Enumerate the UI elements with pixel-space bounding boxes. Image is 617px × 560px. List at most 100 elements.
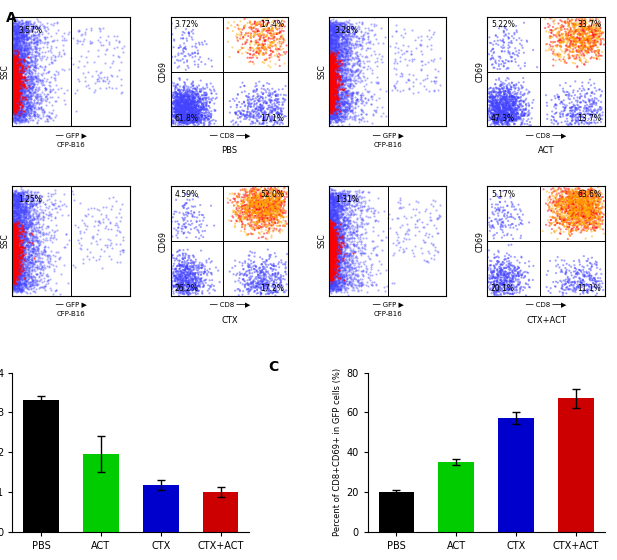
- Point: [325, 94, 334, 102]
- Point: [7, 52, 17, 61]
- Point: [10, 49, 20, 58]
- Point: [259, 201, 269, 210]
- Point: [568, 19, 578, 28]
- Point: [331, 76, 341, 85]
- Point: [263, 61, 273, 70]
- Point: [196, 97, 205, 106]
- Point: [178, 118, 188, 127]
- Point: [8, 258, 18, 267]
- Point: [265, 200, 275, 209]
- Point: [334, 39, 344, 48]
- Point: [324, 36, 334, 45]
- Point: [112, 36, 122, 45]
- Point: [10, 216, 20, 225]
- Point: [9, 240, 19, 249]
- Point: [44, 78, 54, 87]
- Point: [10, 244, 20, 253]
- Point: [562, 188, 572, 197]
- Point: [325, 95, 335, 104]
- Point: [324, 37, 334, 46]
- Point: [578, 196, 587, 205]
- Point: [492, 265, 502, 274]
- Point: [20, 225, 30, 234]
- Point: [330, 216, 340, 225]
- Point: [18, 214, 28, 223]
- Point: [328, 235, 337, 244]
- Point: [355, 192, 365, 200]
- Point: [251, 197, 260, 206]
- Point: [7, 71, 17, 80]
- Point: [9, 240, 19, 249]
- Point: [253, 192, 263, 201]
- Point: [326, 231, 336, 240]
- Point: [255, 19, 265, 28]
- Point: [495, 111, 505, 120]
- Point: [331, 250, 341, 259]
- Point: [7, 275, 17, 284]
- Point: [267, 38, 277, 47]
- Point: [7, 211, 17, 220]
- Point: [332, 87, 342, 96]
- Point: [544, 22, 553, 31]
- Point: [503, 208, 513, 217]
- Point: [337, 232, 347, 241]
- Point: [567, 41, 577, 50]
- Point: [488, 273, 498, 282]
- Point: [11, 202, 21, 211]
- Point: [262, 268, 271, 277]
- Point: [7, 44, 17, 53]
- Point: [324, 246, 334, 255]
- Point: [273, 97, 283, 106]
- Point: [326, 272, 336, 281]
- Point: [337, 31, 347, 40]
- Point: [331, 21, 341, 30]
- Point: [579, 220, 589, 228]
- Point: [10, 248, 20, 256]
- Point: [251, 217, 260, 226]
- Point: [251, 203, 261, 212]
- Point: [243, 220, 253, 228]
- Point: [325, 87, 335, 96]
- Point: [337, 23, 347, 32]
- Point: [498, 44, 508, 53]
- Point: [363, 273, 373, 282]
- Point: [243, 279, 253, 288]
- Point: [173, 105, 183, 114]
- Point: [25, 63, 35, 72]
- Point: [175, 117, 185, 126]
- Point: [256, 202, 266, 211]
- Point: [337, 64, 347, 73]
- Point: [266, 264, 276, 273]
- Point: [326, 240, 336, 249]
- Point: [273, 189, 283, 198]
- Point: [326, 255, 336, 264]
- Point: [190, 96, 200, 105]
- Point: [501, 106, 511, 115]
- Point: [246, 33, 255, 42]
- Point: [348, 97, 358, 106]
- Point: [330, 80, 340, 89]
- Point: [20, 217, 30, 226]
- Point: [583, 199, 593, 208]
- Point: [331, 51, 341, 60]
- Point: [499, 108, 509, 116]
- Point: [330, 202, 340, 211]
- Point: [9, 247, 19, 256]
- Point: [23, 214, 33, 223]
- Point: [191, 281, 201, 290]
- Point: [173, 274, 183, 283]
- Point: [496, 268, 506, 277]
- Point: [324, 249, 334, 258]
- Point: [324, 249, 334, 258]
- Point: [366, 25, 376, 34]
- Point: [196, 283, 205, 292]
- Point: [95, 218, 105, 227]
- Point: [10, 37, 20, 46]
- Point: [325, 69, 334, 78]
- Point: [259, 44, 269, 53]
- Point: [328, 278, 337, 287]
- Point: [9, 235, 19, 244]
- Point: [19, 83, 29, 92]
- Point: [354, 55, 364, 64]
- Point: [184, 109, 194, 118]
